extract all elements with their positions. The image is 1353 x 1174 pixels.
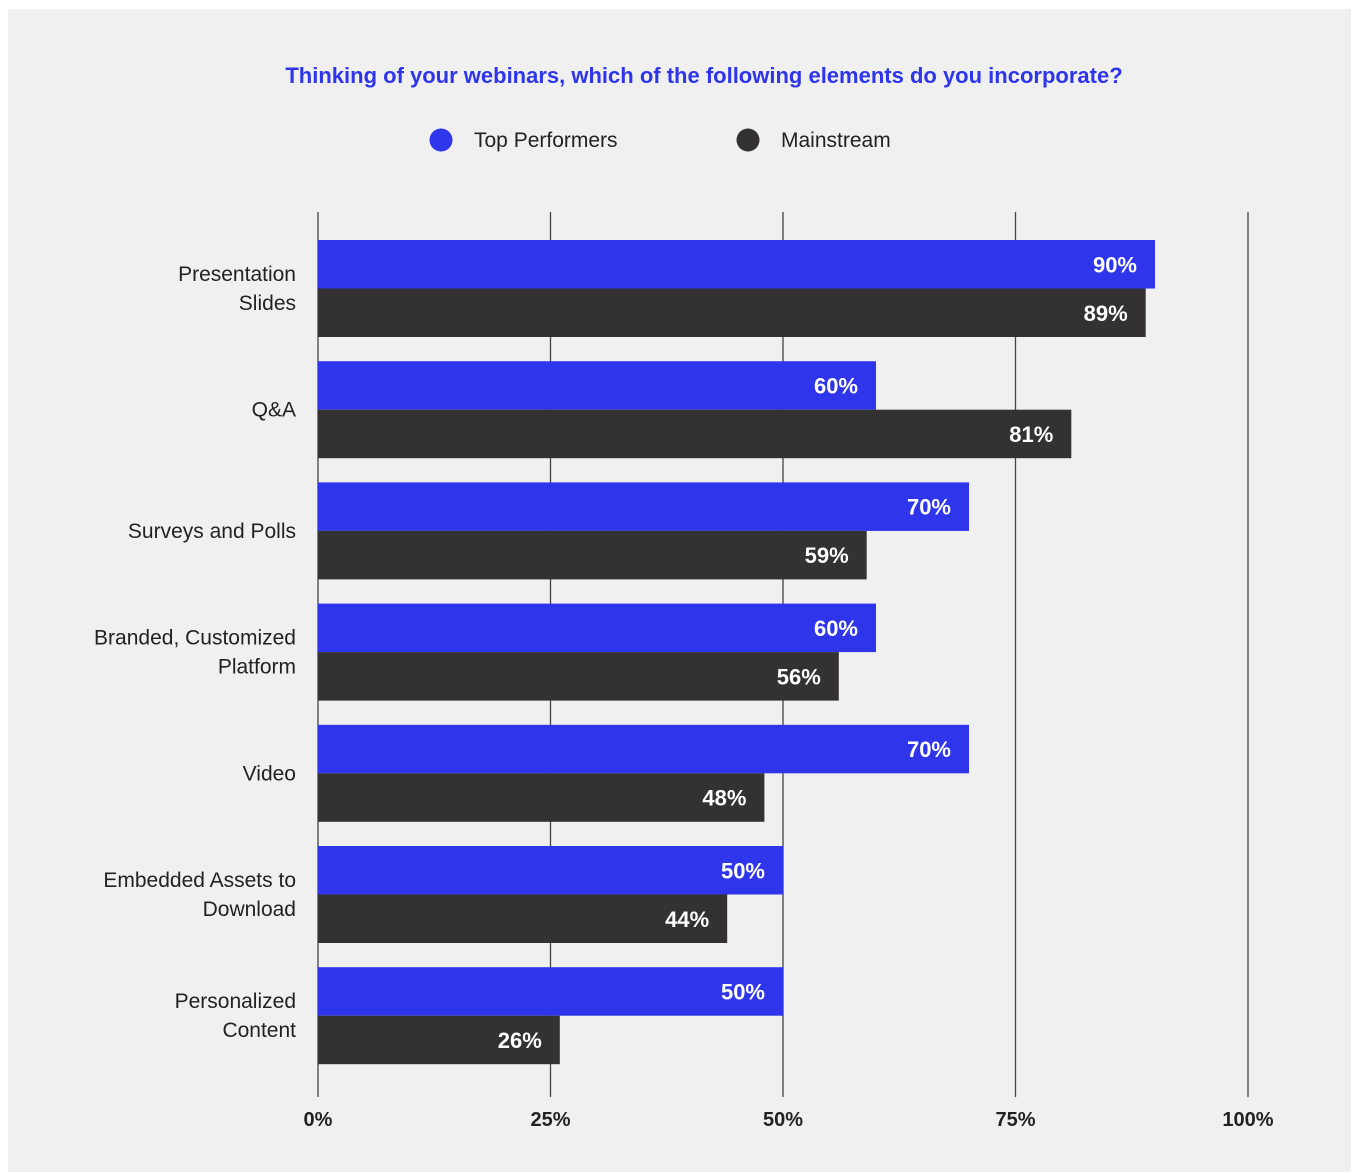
bars xyxy=(318,240,1155,1065)
bar-value-label-1-1: 81% xyxy=(1009,422,1053,447)
tick-label-3: 75% xyxy=(995,1109,1035,1131)
bar-1-1 xyxy=(318,409,1072,459)
bar-value-label-4-0: 70% xyxy=(907,737,951,762)
tick-label-1: 25% xyxy=(530,1109,570,1131)
bar-value-label-3-0: 60% xyxy=(814,616,858,641)
category-label-1: Q&A xyxy=(252,399,296,422)
bar-4-1 xyxy=(318,773,765,822)
bar-labels: 90% 89% 60% 81% 70% 59% 60% 56% 70% 48% 50% 44% 50% 2… xyxy=(498,252,1137,1053)
legend: Top Performers Mainstream xyxy=(429,128,891,152)
category-labels: Presentation Slides Q&A Surveys and Polls Br… xyxy=(94,263,296,1042)
bar-6-0 xyxy=(318,967,783,1016)
category-label-5: Embedded Assets to Download xyxy=(103,869,296,921)
bar-6-1 xyxy=(318,1015,560,1065)
category-label-2: Surveys and Polls xyxy=(128,520,296,543)
x-axis-tick-labels: 0% 25% 50% 75% 100% xyxy=(304,1109,1274,1131)
bar-value-label-3-1: 56% xyxy=(777,664,821,689)
legend-label-0: Top Performers xyxy=(474,129,618,152)
bar-4-0 xyxy=(318,724,969,774)
tick-label-0: 0% xyxy=(304,1109,333,1131)
category-label-0: Presentation Slides xyxy=(178,263,296,315)
bar-value-label-2-0: 70% xyxy=(907,495,951,520)
legend-marker-1 xyxy=(736,128,760,152)
bar-3-1 xyxy=(318,652,839,701)
bar-value-label-2-1: 59% xyxy=(805,543,849,568)
bar-value-label-6-1: 26% xyxy=(498,1028,542,1053)
bar-5-0 xyxy=(318,846,783,895)
bar-value-label-5-1: 44% xyxy=(665,907,709,932)
chart: Thinking of your webinars, which of the … xyxy=(94,63,1274,1131)
bar-5-1 xyxy=(318,894,728,943)
bar-value-label-1-0: 60% xyxy=(814,373,858,398)
category-label-4: Video xyxy=(243,762,296,785)
bar-2-1 xyxy=(318,530,867,580)
bar-value-label-0-1: 89% xyxy=(1084,301,1128,326)
category-label-6: Personalized Content xyxy=(175,990,297,1042)
bar-value-label-0-0: 90% xyxy=(1093,252,1137,277)
chart-title: Thinking of your webinars, which of the … xyxy=(285,63,1122,88)
legend-marker-0 xyxy=(429,128,453,152)
tick-label-2: 50% xyxy=(763,1109,803,1131)
bar-value-label-6-0: 50% xyxy=(721,979,765,1004)
bar-2-0 xyxy=(318,482,969,531)
bar-3-0 xyxy=(318,603,876,653)
category-label-3: Branded, Customized Platform xyxy=(94,627,296,679)
chart-frame: Thinking of your webinars, which of the … xyxy=(8,9,1351,1172)
legend-label-1: Mainstream xyxy=(781,129,891,152)
bar-0-0 xyxy=(318,240,1155,289)
bar-1-0 xyxy=(318,361,876,410)
bar-value-label-5-0: 50% xyxy=(721,858,765,883)
bar-value-label-4-1: 48% xyxy=(702,786,746,811)
tick-label-4: 100% xyxy=(1222,1109,1273,1131)
bar-0-1 xyxy=(318,288,1146,337)
